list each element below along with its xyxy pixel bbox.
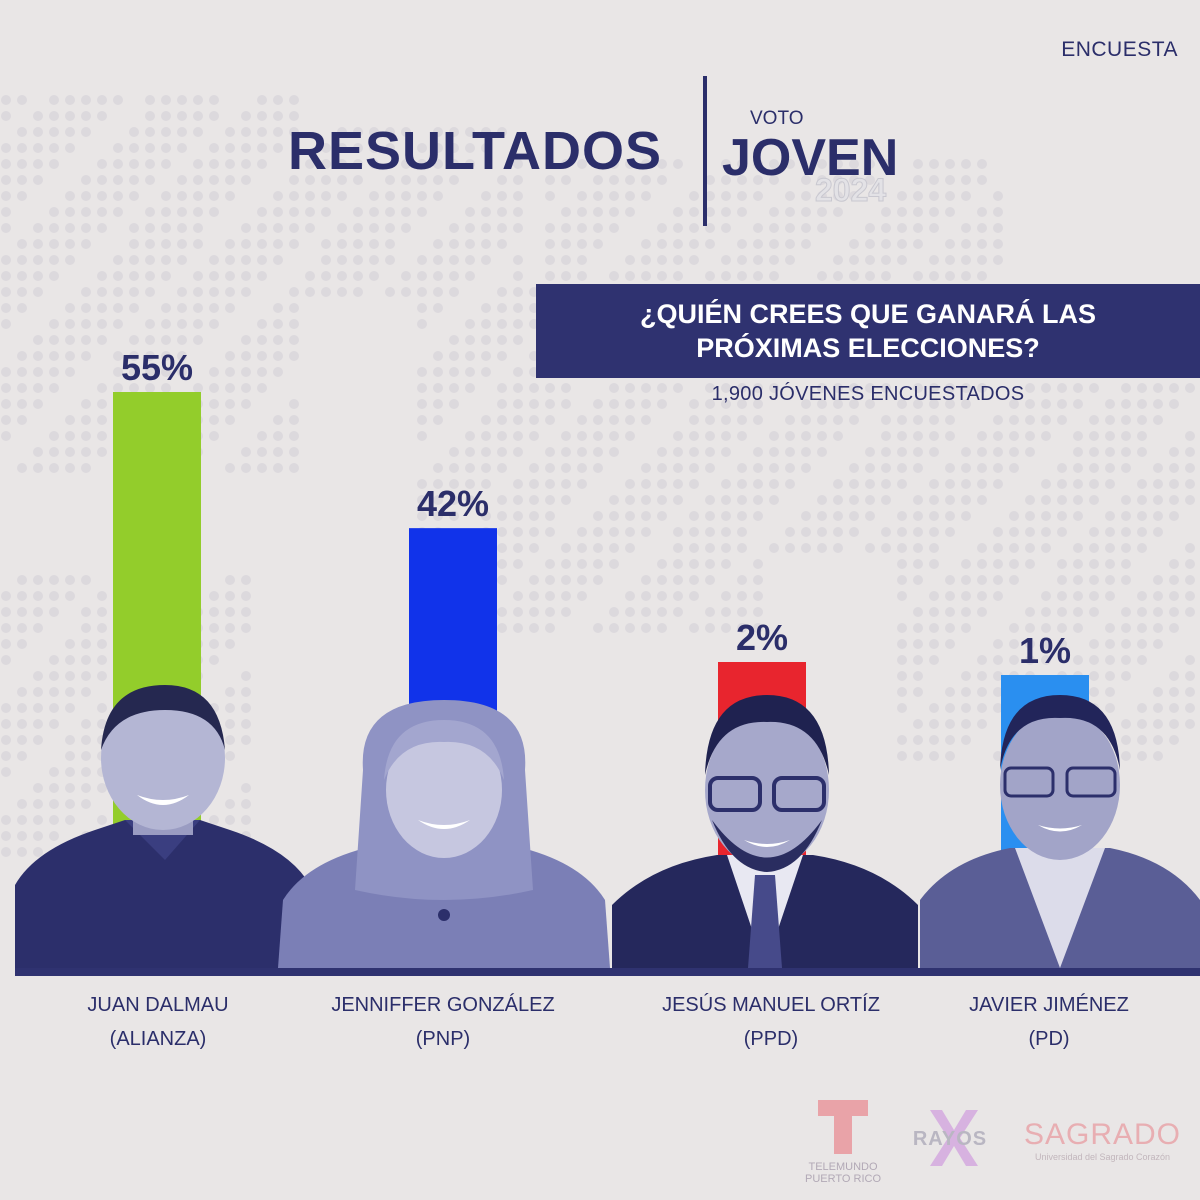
telemundo-logo: TELEMUNDO PUERTO RICO <box>800 1098 886 1185</box>
question-line-1: ¿QUIÉN CREES QUE GANARÁ LAS <box>639 299 1097 329</box>
question-line-2: PRÓXIMAS ELECCIONES? <box>696 333 1040 363</box>
portrait-jenniffer-gonzalez <box>278 700 610 968</box>
brand-voto: VOTO <box>750 108 804 129</box>
chart-baseline <box>15 968 1200 976</box>
candidate-party: (PNP) <box>415 1028 471 1050</box>
telemundo-line-1: TELEMUNDO <box>808 1161 878 1173</box>
candidate-name: JAVIER JIMÉNEZ <box>969 994 1129 1016</box>
title-divider <box>703 76 707 226</box>
sagrado-subtext: Universidad del Sagrado Corazón <box>1034 1152 1171 1162</box>
brand-joven: JOVEN <box>722 129 899 187</box>
candidate-name: JUAN DALMAU <box>87 994 229 1016</box>
candidate-party: (ALIANZA) <box>109 1028 207 1050</box>
bar-value-label-3: 2% <box>736 617 788 658</box>
bar-value-label-4: 1% <box>1019 630 1071 671</box>
sagrado-logo: SAGRADO Universidad del Sagrado Corazón <box>1020 1118 1185 1162</box>
survey-tag: ENCUESTA <box>1061 38 1178 61</box>
rayos-logo: RAYOS <box>900 1108 1000 1168</box>
page-title: RESULTADOS <box>288 121 662 181</box>
telemundo-t-icon <box>818 1100 868 1154</box>
question-box: ¿QUIÉN CREES QUE GANARÁ LAS PRÓXIMAS ELE… <box>536 284 1200 378</box>
candidate-party: (PPD) <box>743 1028 799 1050</box>
portrait-javier-jimenez <box>920 695 1200 968</box>
portrait-juan-dalmau <box>15 685 310 968</box>
bar-value-label-1: 55% <box>121 347 193 388</box>
candidate-name: JENNIFFER GONZÁLEZ <box>331 994 555 1016</box>
candidate-label-javier-jimenez: JAVIER JIMÉNEZ (PD) <box>899 988 1199 1056</box>
rayos-x-icon <box>930 1110 978 1166</box>
telemundo-line-2: PUERTO RICO <box>805 1173 881 1185</box>
brand-year: 2024 <box>814 172 887 209</box>
sample-size: 1,900 JÓVENES ENCUESTADOS <box>711 383 1025 405</box>
candidate-name: JESÚS MANUEL ORTÍZ <box>662 994 880 1016</box>
rayos-text: RAYOS <box>912 1128 988 1150</box>
sagrado-text: SAGRADO <box>1023 1118 1182 1151</box>
candidate-label-jesus-manuel-ortiz: JESÚS MANUEL ORTÍZ (PPD) <box>621 988 921 1056</box>
portrait-jesus-manuel-ortiz <box>612 695 918 968</box>
candidate-label-jenniffer-gonzalez: JENNIFFER GONZÁLEZ (PNP) <box>293 988 593 1056</box>
candidate-party: (PD) <box>1028 1028 1070 1050</box>
candidate-label-juan-dalmau: JUAN DALMAU (ALIANZA) <box>8 988 308 1056</box>
bar-value-label-2: 42% <box>417 483 489 524</box>
